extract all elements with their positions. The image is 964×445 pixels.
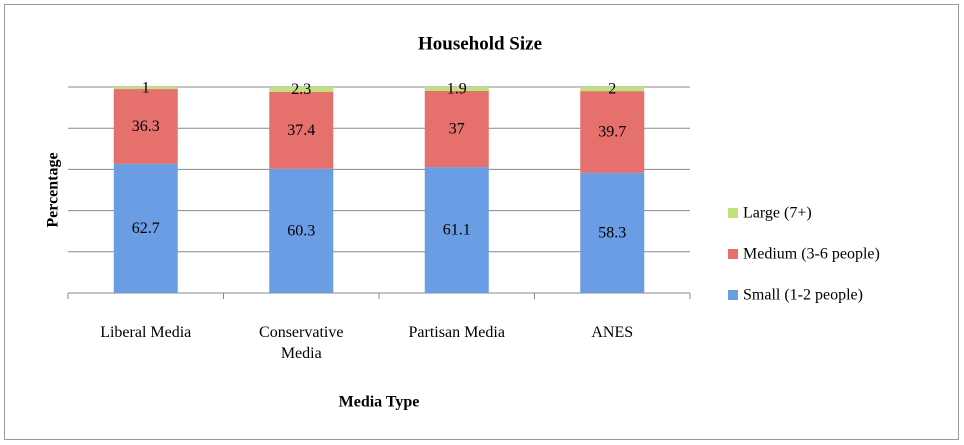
bar-segment [580, 91, 645, 173]
x-tick-label-box: Partisan Media [408, 324, 505, 341]
bar-segment [269, 87, 334, 92]
x-tick-label: Conservative Media [259, 324, 344, 362]
data-label: 1.9 [447, 81, 467, 98]
data-label: 62.7 [132, 220, 160, 237]
bar-segment [424, 167, 489, 293]
x-tick-label-box: Conservative Media [259, 324, 344, 362]
bar-segment [424, 87, 489, 91]
legend-swatch [728, 249, 738, 259]
bar-segment [424, 90, 489, 168]
data-label: 36.3 [132, 118, 160, 135]
bar-segment [113, 87, 178, 90]
data-label: 2 [608, 81, 616, 98]
data-label: 2.3 [291, 81, 311, 98]
data-label: 37.4 [287, 122, 315, 139]
legend-label: Medium (3-6 people) [743, 246, 880, 263]
bar-segment [269, 91, 334, 169]
data-label: 61.1 [443, 222, 471, 239]
x-axis-label: Media Type [339, 394, 420, 411]
legend-swatch [728, 290, 738, 300]
bar-segment [113, 89, 178, 164]
x-tick-label-box: Liberal Media [100, 324, 192, 341]
legend-label: Large (7+) [743, 205, 812, 222]
chart-title: Household Size [418, 33, 542, 54]
x-tick-label: Partisan Media [408, 324, 505, 341]
bar-segment [580, 172, 645, 293]
bar-segment [580, 87, 645, 92]
legend-label: Small (1-2 people) [743, 287, 863, 304]
x-tick-label: Liberal Media [100, 324, 192, 341]
legend-swatch [728, 208, 738, 218]
data-label: 39.7 [598, 124, 626, 141]
x-tick-label: ANES [591, 324, 634, 341]
bar-segment [269, 168, 334, 293]
data-label: 58.3 [598, 225, 626, 242]
data-label: 60.3 [287, 223, 315, 240]
x-tick-label-box: ANES [591, 324, 634, 341]
data-label: 1 [142, 80, 150, 97]
y-axis-label: Percentage [45, 152, 62, 227]
data-label: 37 [449, 121, 465, 138]
bar-segment [113, 163, 178, 293]
